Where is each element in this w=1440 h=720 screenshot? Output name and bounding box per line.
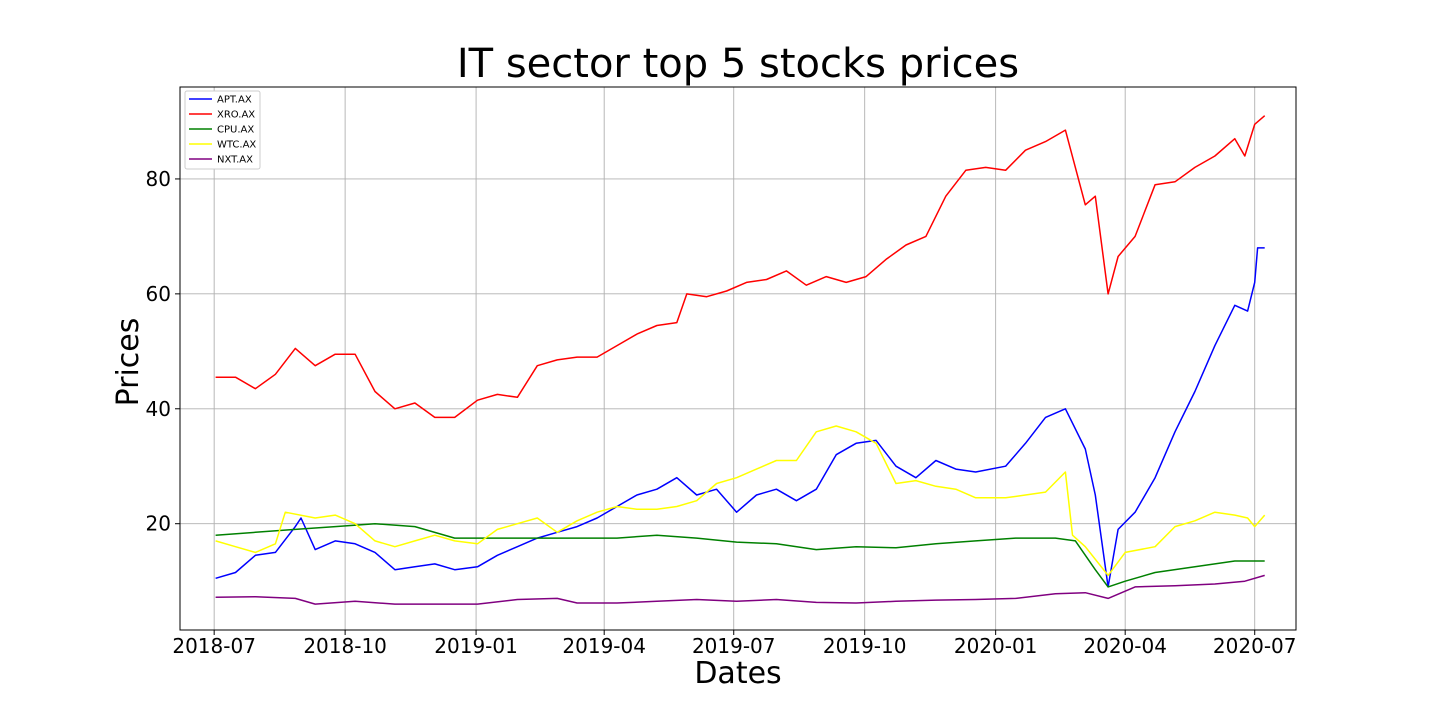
y-tick-label: 80 <box>146 167 171 191</box>
y-axis-label: Prices <box>111 318 146 407</box>
y-tick-label: 40 <box>146 397 171 421</box>
x-tick-label: 2020-04 <box>1083 634 1167 658</box>
x-tick-label: 2019-07 <box>692 634 776 658</box>
x-tick-label: 2020-01 <box>954 634 1038 658</box>
x-tick-label: 2020-07 <box>1213 634 1297 658</box>
series-layer <box>215 115 1266 605</box>
chart-title: IT sector top 5 stocks prices <box>457 41 1019 87</box>
ticks-layer: 2018-07 2018-10 2019-01 2019-04 2019-07 2019-… <box>146 167 1297 658</box>
y-tick-label: 20 <box>146 512 171 536</box>
legend-label: NXT.AX <box>217 155 253 166</box>
grid-layer <box>180 87 1296 630</box>
y-tick-label: 60 <box>146 282 171 306</box>
x-tick-label: 2019-10 <box>823 634 907 658</box>
x-tick-label: 2018-10 <box>303 634 387 658</box>
legend-box <box>184 90 261 170</box>
x-tick-label: 2019-04 <box>562 634 646 658</box>
series-line-apt-ax <box>215 247 1265 588</box>
legend-label: APT.AX <box>217 95 252 106</box>
legend-label: WTC.AX <box>217 140 256 151</box>
series-line-cpu-ax <box>215 522 1265 588</box>
series-line-nxt-ax <box>215 574 1265 605</box>
series-line-xro-ax <box>215 115 1266 419</box>
legend-label: CPU.AX <box>217 125 254 136</box>
x-tick-label: 2019-01 <box>434 634 518 658</box>
series-line-wtc-ax <box>215 425 1266 577</box>
x-axis-label: Dates <box>694 656 781 691</box>
legend: APT.AX XRO.AX CPU.AX WTC.AX NXT.AX <box>184 90 261 170</box>
plot-frame <box>179 86 1297 631</box>
legend-label: XRO.AX <box>217 110 255 121</box>
x-tick-label: 2018-07 <box>172 634 256 658</box>
